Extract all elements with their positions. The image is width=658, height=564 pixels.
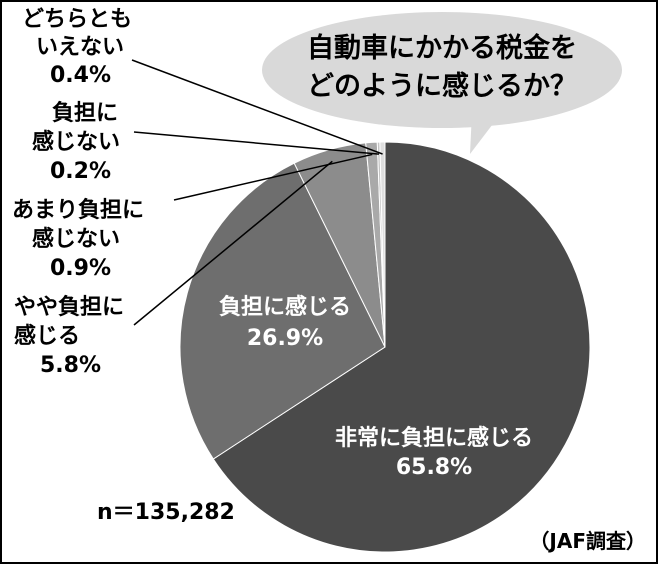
pie-slice-very-burden [212,141,591,553]
title-bubble-tail [470,112,502,154]
pie-slice-neither [379,141,386,348]
slice-label-neither-line-2: いえない [36,35,124,60]
chart-title-line-1: 自動車にかかる税金を [307,32,577,64]
sample-size: n＝135,282 [97,500,235,525]
leader-lines [131,59,383,326]
slice-value-slight-burden: 5.8% [40,353,101,378]
slice-label-no-burden-line-2: 感じない [32,129,120,155]
slice-label-no-burden-line-1: 負担に [52,100,118,126]
slice-value-very-burden: 65.8% [396,455,472,480]
pie-slice-burden [179,162,386,460]
slice-value-little-burden: 0.9% [50,256,111,281]
slice-value-neither: 0.4% [50,63,111,88]
source-note: （JAF調査） [529,529,646,553]
slice-label-little-burden-line-2: 感じない [32,226,120,252]
slice-value-no-burden: 0.2% [50,159,111,184]
leader-line-little-burden [173,153,373,201]
leader-line-no-burden [133,131,380,155]
title-bubble [262,12,622,128]
leader-line-slight-burden [133,160,333,326]
slice-label-slight-burden-line-2: 感じる [14,323,80,349]
chart-title-line-2: どのように感じるか？ [307,70,577,102]
slice-label-very-burden: 非常に負担に感じる [335,425,533,451]
slice-label-neither-line-1: どちらとも [22,7,132,32]
slice-label-little-burden-line-1: あまり負担に [12,197,144,223]
slice-value-burden: 26.9% [247,326,323,351]
slice-label-slight-burden-line-1: やや負担に [14,294,124,320]
pie-slices [179,141,591,553]
leader-line-neither [131,59,383,155]
slice-label-burden: 負担に感じる [219,294,351,320]
